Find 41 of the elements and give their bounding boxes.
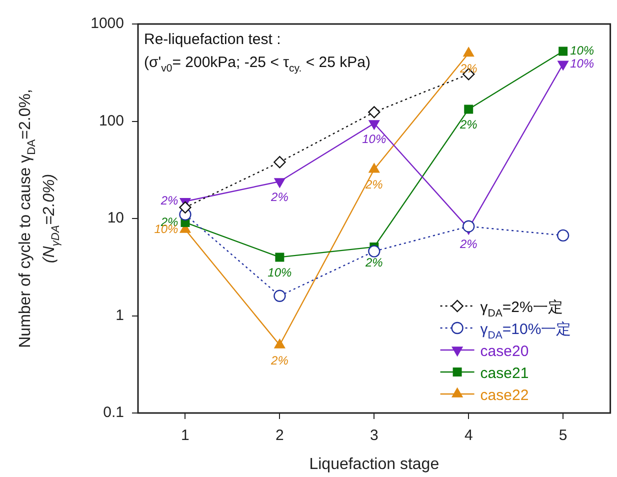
point [464,104,474,114]
x-tick-label: 1 [181,427,190,444]
y-tick-label: 10 [107,210,124,227]
annotation: 2% [458,236,478,251]
point [274,156,286,168]
point [558,46,568,56]
annotation: 10% [570,44,594,58]
legend-label: case20 [480,343,529,360]
x-tick-label: 3 [370,427,378,444]
annotation: 2% [364,255,384,270]
y-tick-label: 1000 [90,15,124,32]
annotation: 2% [458,62,478,76]
point [462,220,475,232]
annotation: 2% [364,178,384,192]
y-tick-label: 0.1 [103,404,124,422]
point [275,252,284,262]
point [274,290,286,302]
y-tick-label: 1 [116,306,124,324]
point [179,201,192,214]
point [274,178,286,188]
point [274,338,286,348]
point [556,229,570,242]
point [558,60,568,70]
annotation: 2% [458,118,478,132]
annotation: 10% [362,132,386,146]
legend-label: case22 [480,387,529,404]
x-axis-title: Liquefaction stage [309,456,440,473]
x-tick-label: 5 [558,427,568,444]
annotation: Re-liquefaction test : [144,31,281,48]
annotation: 2% [160,194,179,208]
point [368,120,380,130]
annotation: 2% [270,353,289,368]
point [368,245,380,258]
legend-label: case21 [480,365,529,382]
point [368,106,380,118]
annotation: 10% [268,266,292,280]
x-tick-label: 4 [464,427,473,444]
annotation: 2% [270,190,289,204]
annotation: 10% [570,56,594,70]
y-tick-label: 100 [98,112,124,130]
x-tick-label: 2 [276,427,284,444]
